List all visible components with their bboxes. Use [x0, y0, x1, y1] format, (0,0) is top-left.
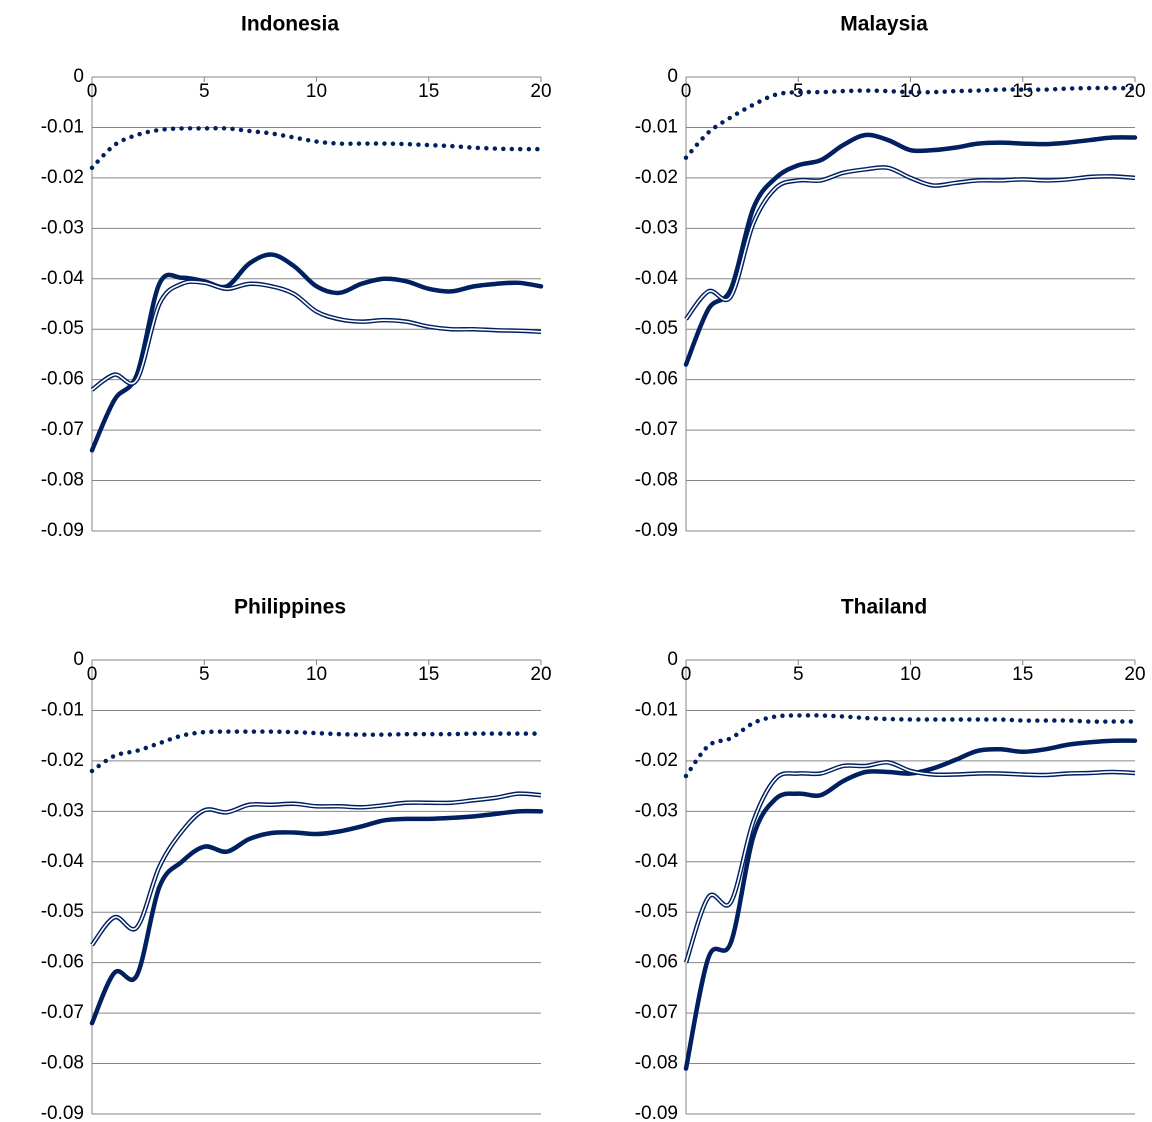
y-tick-label: -0.01 [41, 699, 84, 720]
x-tick-label: 0 [87, 81, 98, 102]
x-tick-label: 5 [199, 664, 210, 685]
y-tick-label: -0.03 [635, 800, 678, 821]
y-tick-label: -0.01 [41, 116, 84, 137]
x-tick-label: 0 [681, 664, 692, 685]
x-tick-label: 10 [306, 81, 327, 102]
y-tick-label: -0.01 [635, 116, 678, 137]
series-line [683, 760, 1136, 964]
x-tick-label: 20 [530, 664, 551, 685]
y-tick-label: -0.04 [635, 268, 679, 289]
y-tick-label: -0.03 [41, 800, 84, 821]
x-tick-label: 15 [418, 664, 439, 685]
y-tick-label: -0.05 [635, 318, 678, 339]
x-tick-label: 15 [418, 81, 439, 102]
y-tick-label: -0.08 [635, 470, 678, 491]
series-line [683, 85, 1138, 160]
y-tick-label: -0.09 [635, 1103, 678, 1122]
y-tick-label: -0.02 [41, 750, 84, 771]
x-tick-label: 0 [87, 664, 98, 685]
series-line-inner [91, 792, 542, 946]
y-tick-label: -0.02 [41, 167, 84, 188]
series-line [683, 738, 1138, 1071]
series-line [89, 808, 544, 1026]
y-tick-label: -0.08 [635, 1053, 678, 1074]
y-tick-label: -0.06 [635, 952, 678, 973]
y-tick-label: -0.05 [635, 901, 678, 922]
chart-title: Thailand [841, 596, 927, 619]
x-tick-label: 5 [199, 81, 210, 102]
x-tick-label: 10 [306, 664, 327, 685]
series-line [89, 126, 544, 171]
series-line [683, 132, 1138, 367]
y-tick-label: -0.09 [41, 520, 84, 541]
y-tick-label: -0.04 [41, 851, 85, 872]
chart-title: Philippines [234, 596, 346, 619]
x-tick-label: 15 [1012, 664, 1033, 685]
y-tick-label: -0.04 [635, 851, 679, 872]
chart-title: Malaysia [840, 13, 928, 36]
y-tick-label: 0 [667, 649, 678, 670]
y-tick-label: -0.03 [41, 217, 84, 238]
series-line-inner [685, 166, 1136, 320]
series-line-inner [91, 280, 542, 391]
y-tick-label: -0.08 [41, 1053, 84, 1074]
y-tick-label: -0.06 [41, 952, 84, 973]
series-line [89, 729, 544, 774]
y-tick-label: -0.04 [41, 268, 85, 289]
x-tick-label: 5 [793, 664, 804, 685]
x-tick-label: 10 [900, 664, 921, 685]
x-tick-label: 20 [1124, 664, 1145, 685]
y-tick-label: 0 [73, 649, 84, 670]
x-tick-label: 15 [1012, 81, 1033, 102]
series-line [89, 252, 544, 453]
series-line-inner [685, 761, 1136, 963]
y-tick-label: 0 [73, 66, 84, 87]
y-tick-label: -0.07 [635, 419, 678, 440]
y-tick-label: -0.02 [635, 167, 678, 188]
y-tick-label: -0.02 [635, 750, 678, 771]
x-tick-label: 0 [681, 81, 692, 102]
y-tick-label: -0.07 [635, 1002, 678, 1023]
y-tick-label: -0.03 [635, 217, 678, 238]
y-tick-label: -0.05 [41, 318, 84, 339]
series-line [684, 165, 1136, 321]
y-tick-label: -0.01 [635, 699, 678, 720]
y-tick-label: -0.07 [41, 1002, 84, 1023]
y-tick-label: -0.07 [41, 419, 84, 440]
y-tick-label: -0.06 [41, 369, 84, 390]
y-tick-label: -0.05 [41, 901, 84, 922]
series-line [90, 279, 542, 392]
x-tick-label: 20 [530, 81, 551, 102]
y-tick-label: 0 [667, 66, 678, 87]
y-tick-label: -0.09 [41, 1103, 84, 1122]
y-tick-label: -0.09 [635, 520, 678, 541]
x-tick-label: 20 [1124, 81, 1145, 102]
series-line [683, 713, 1138, 779]
y-tick-label: -0.06 [635, 369, 678, 390]
chart-title: Indonesia [241, 13, 339, 36]
y-tick-label: -0.08 [41, 470, 84, 491]
